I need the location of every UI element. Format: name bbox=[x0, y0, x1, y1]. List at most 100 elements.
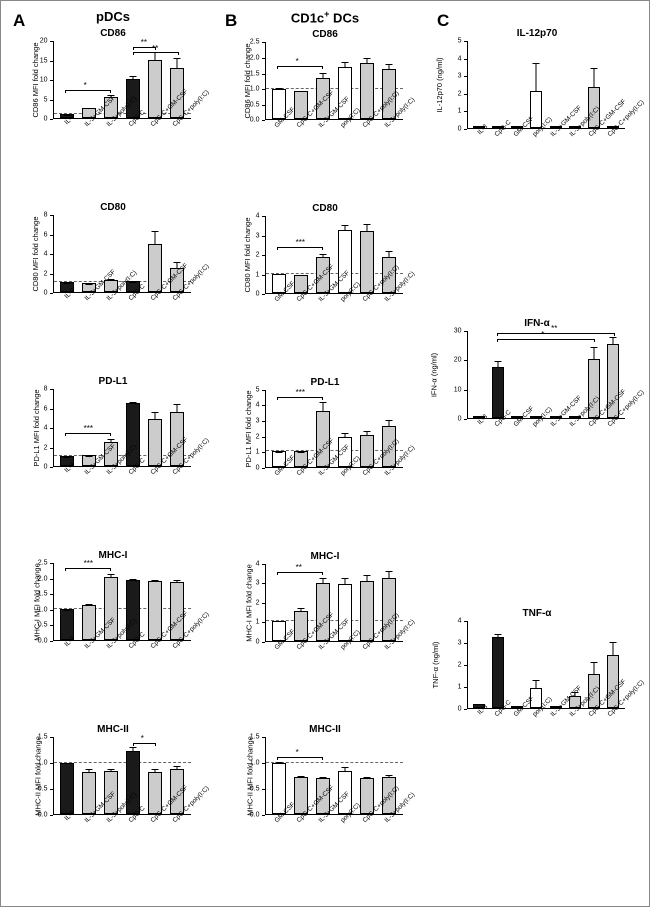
y-tick-label: 0.5 bbox=[38, 622, 48, 629]
bars-container bbox=[468, 331, 625, 418]
panel-a: A pDCs CD86CD86 MFI fold change05101520*… bbox=[9, 9, 217, 898]
y-tick-label: 2.5 bbox=[38, 560, 48, 567]
chart-title: TNF-α bbox=[523, 608, 552, 619]
sig-stars: * bbox=[541, 330, 544, 339]
chart-title: CD86 bbox=[100, 28, 126, 39]
y-axis: 02468 bbox=[34, 389, 54, 467]
y-tick-label: 4 bbox=[256, 213, 260, 220]
y-tick-label: 2 bbox=[44, 444, 48, 451]
y-axis-label: TNF-α (ng/ml) bbox=[430, 642, 439, 689]
bars-container bbox=[468, 621, 625, 708]
y-tick-label: 2.5 bbox=[250, 39, 260, 46]
y-tick-label: 20 bbox=[40, 38, 48, 45]
y-tick-label: 1.0 bbox=[38, 760, 48, 767]
y-tick-label: 4 bbox=[458, 55, 462, 62]
y-axis-label: IFN-α (ng/ml) bbox=[429, 353, 438, 397]
y-tick-label: 0 bbox=[458, 706, 462, 713]
chart-cd80: CD80CD80 MFI fold change01234***GM-CSFCp… bbox=[221, 203, 429, 373]
y-tick-label: 5 bbox=[44, 96, 48, 103]
x-labels: IL-3IL-3+GM-CSFIL-3+poly(I:C)CpG-CCpG-C+… bbox=[54, 467, 191, 474]
y-tick-label: 1.5 bbox=[250, 70, 260, 77]
y-tick-label: 3 bbox=[256, 417, 260, 424]
y-axis: 02468 bbox=[34, 215, 54, 293]
chart-area: CD80 MFI fold change01234***GM-CSFCpG-C+… bbox=[248, 216, 403, 294]
chart-tnf-: TNF-αTNF-α (ng/ml)01234IL-3CpG-CGM-CSFpo… bbox=[433, 608, 641, 848]
y-tick-label: 8 bbox=[44, 386, 48, 393]
x-labels: GM-CSFCpG-C+GM-CSFIL-3+GM-CSFpoly(I:C)Cp… bbox=[266, 120, 403, 127]
y-tick-label: 2 bbox=[458, 662, 462, 669]
chart-area: MHC-II MFI fold change0.00.51.01.5*GM-CS… bbox=[248, 737, 403, 815]
chart-area: PD-L1 MFI fold change02468***IL-3IL-3+GM… bbox=[36, 389, 191, 467]
chart-area: MHC-I MFI fold change01234**GM-CSFCpG-C+… bbox=[248, 564, 403, 642]
chart-title: PD-L1 bbox=[311, 377, 340, 388]
y-tick-label: 1.0 bbox=[250, 86, 260, 93]
y-tick-label: 3 bbox=[458, 640, 462, 647]
sig-stars: * bbox=[296, 57, 299, 66]
y-tick-label: 0 bbox=[256, 638, 260, 645]
chart-mhc-i: MHC-IMHC-I MFI fold change0.00.51.01.52.… bbox=[9, 550, 217, 720]
y-tick-label: 6 bbox=[44, 405, 48, 412]
y-tick-label: 0 bbox=[44, 290, 48, 297]
plot-area bbox=[468, 41, 625, 129]
y-tick-label: 1 bbox=[458, 684, 462, 691]
sig-bracket bbox=[65, 90, 111, 91]
sig-stars: * bbox=[84, 81, 87, 90]
plot-area bbox=[468, 621, 625, 709]
y-tick-label: 4 bbox=[256, 560, 260, 567]
y-tick-label: 4 bbox=[256, 402, 260, 409]
sig-bracket bbox=[497, 339, 595, 340]
y-tick-label: 0.0 bbox=[250, 117, 260, 124]
chart-area: MHC-I MFI fold change0.00.51.01.52.02.5*… bbox=[36, 563, 191, 641]
x-labels: IL-3IL-3+GM-CSFIL-3+poly(I:C)CpG-CCpG-C+… bbox=[54, 293, 191, 300]
sig-stars: ** bbox=[152, 44, 158, 53]
chart-title: CD80 bbox=[100, 202, 126, 213]
y-axis: 01234 bbox=[448, 621, 468, 709]
sig-stars: ** bbox=[551, 324, 557, 333]
x-labels: GM-CSFCpG-C+GM-CSFIL-3+GM-CSFpoly(I:C)Cp… bbox=[266, 815, 403, 822]
chart-mhc-ii: MHC-IIMHC-II MFI fold change0.00.51.01.5… bbox=[9, 724, 217, 894]
chart-mhc-ii: MHC-IIMHC-II MFI fold change0.00.51.01.5… bbox=[221, 724, 429, 894]
bar bbox=[360, 63, 374, 119]
sig-bracket bbox=[277, 757, 323, 758]
bar bbox=[360, 581, 374, 641]
y-tick-label: 1 bbox=[256, 449, 260, 456]
bar bbox=[148, 581, 162, 640]
y-tick-label: 15 bbox=[40, 57, 48, 64]
x-labels: GM-CSFCpG-C+GM-CSFIL-3+GM-CSFpoly(I:C)Cp… bbox=[266, 468, 403, 475]
y-tick-label: 3 bbox=[256, 232, 260, 239]
panel-a-header: pDCs bbox=[9, 9, 217, 24]
y-tick-label: 10 bbox=[454, 386, 462, 393]
sig-stars: *** bbox=[84, 559, 93, 568]
chart-ifn-: IFN-αIFN-α (ng/ml)0102030***IL-3CpG-CGM-… bbox=[433, 318, 641, 558]
chart-title: MHC-II bbox=[309, 724, 341, 735]
y-axis: 012345 bbox=[246, 390, 266, 468]
y-tick-label: 3 bbox=[256, 580, 260, 587]
chart-area: IL-12p70 (ng/ml)012345IL-3CpG-CGM-CSFpol… bbox=[450, 41, 625, 129]
sig-stars: ** bbox=[296, 563, 302, 572]
y-tick-label: 5 bbox=[256, 386, 260, 393]
y-tick-label: 2 bbox=[44, 270, 48, 277]
chart-title: CD86 bbox=[312, 29, 338, 40]
chart-pd-l1: PD-L1PD-L1 MFI fold change02468***IL-3IL… bbox=[9, 376, 217, 546]
x-labels: IL-3CpG-CGM-CSFpoly(I:C)IL-3+GM-CSFIL-3+… bbox=[468, 419, 625, 426]
y-tick-label: 0 bbox=[458, 126, 462, 133]
y-tick-label: 8 bbox=[44, 212, 48, 219]
x-labels: IL-3IL-3+GM-CSFIL-3+poly(I:C)CpG-CCpG-C+… bbox=[54, 641, 191, 648]
sig-bracket bbox=[277, 66, 323, 67]
bars-container bbox=[468, 41, 625, 128]
bar bbox=[492, 367, 504, 418]
y-tick-label: 1.0 bbox=[250, 760, 260, 767]
figure: A pDCs CD86CD86 MFI fold change05101520*… bbox=[9, 9, 641, 898]
y-tick-label: 1.5 bbox=[250, 734, 260, 741]
y-tick-label: 1 bbox=[256, 271, 260, 278]
sig-bracket bbox=[133, 743, 156, 744]
bar bbox=[148, 60, 162, 118]
chart-cd86: CD86CD86 MFI fold change05101520*****IL-… bbox=[9, 28, 217, 198]
x-labels: IL-3IL-3+GM-CSFIL-3+poly(I:C)CpG-CCpG-C+… bbox=[54, 815, 191, 822]
y-tick-label: 0.0 bbox=[250, 812, 260, 819]
chart-area: CD80 MFI fold change02468IL-3IL-3+GM-CSF… bbox=[36, 215, 191, 293]
x-labels: GM-CSFCpG-C+GM-CSFIL-3+GM-CSFpoly(I:C)Cp… bbox=[266, 642, 403, 649]
sig-stars: *** bbox=[296, 238, 305, 247]
y-tick-label: 2 bbox=[256, 433, 260, 440]
y-tick-label: 0.5 bbox=[38, 786, 48, 793]
